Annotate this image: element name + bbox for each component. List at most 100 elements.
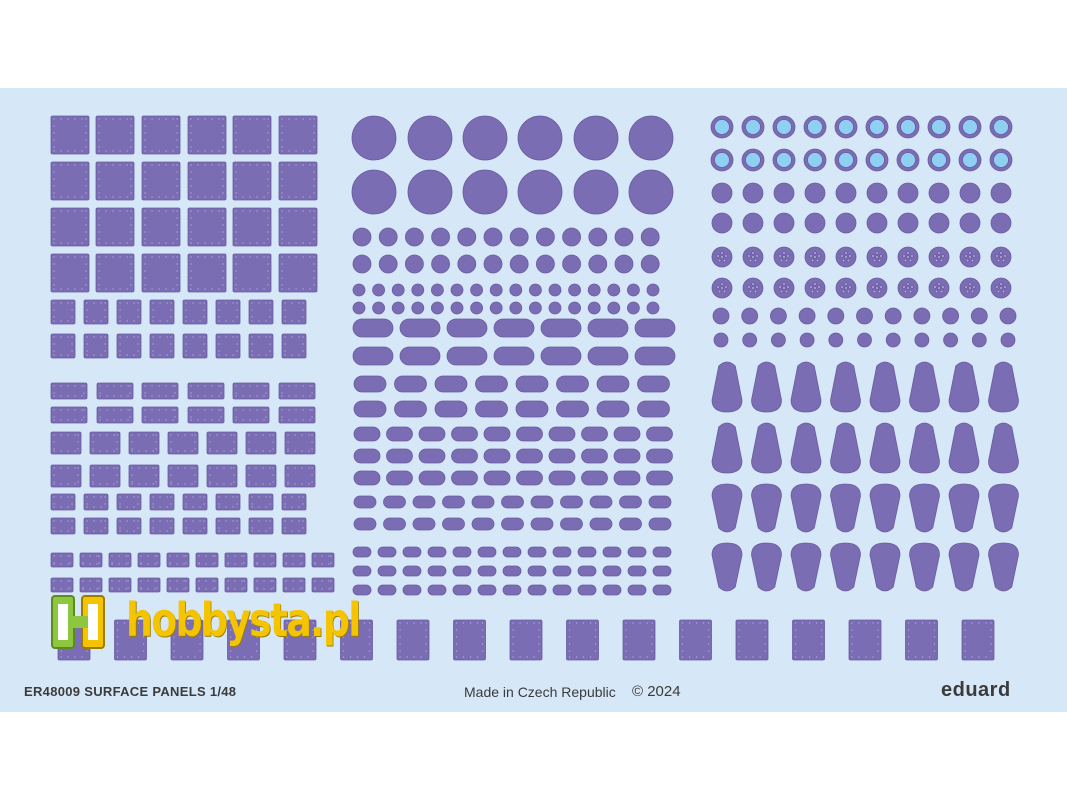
rect-panel-small [248,517,274,535]
square-panel [95,115,135,155]
round-panel-medium [509,254,529,274]
lens-glass [745,119,761,135]
vent-hole [970,289,975,294]
round-panel-right [866,212,888,234]
teardrop-panel [751,422,782,474]
lens-glass [714,119,730,135]
teardrop-panel [830,483,861,533]
rect-panel-medium-rivets [170,467,196,485]
bottom-square-panel-rivets [173,622,201,658]
rect-panel-small [50,517,76,535]
round-panel-small-right [942,307,959,325]
round-panel-small-right [856,307,873,325]
rect-panel [141,382,179,400]
oval-panel-mini [477,546,497,558]
bottom-square-panel [114,619,147,661]
vent-hole [879,285,883,289]
rect-panel-small-rivets [185,520,205,532]
vent-hole [1003,254,1007,258]
vent-hole [872,258,877,263]
small-square-panel [50,299,76,325]
square-panel [187,115,227,155]
vent-hole [933,285,937,289]
square-panel [141,161,181,201]
vent-hole [815,289,820,294]
vent-hole [903,258,908,263]
lens-glass [869,119,885,135]
rect-panel-small-rivets [284,496,304,508]
rect-panel-tiny [108,552,132,568]
round-panel-small [470,301,484,315]
square-panel [50,207,90,247]
round-panel-small-right [999,307,1017,325]
rect-panel-tiny [224,552,248,568]
vent-hole [999,255,1003,259]
rect-panel-medium [128,464,160,488]
small-square-panel [149,299,175,325]
round-panel-right [835,212,857,234]
oval-panel-mini [602,565,622,577]
oval-panel [587,318,629,338]
vent-hole [934,258,939,263]
oval-panel-small [548,426,576,442]
vent-hole [753,289,758,294]
vent-hole [999,286,1003,290]
square-panel [95,161,135,201]
lens-glass [900,152,916,168]
round-panel-small [627,283,640,297]
round-panel-tiny-right [885,332,901,348]
round-panel-small-right [970,307,988,325]
oval-panel-small [451,426,478,442]
round-panel-large [462,115,508,161]
oval-panel-mini [527,584,547,596]
vent-hole [846,258,851,263]
rect-panel-medium-rivets [209,434,235,452]
round-panel-large [628,115,674,161]
rect-panel-tiny [311,552,335,568]
teardrop-panel [988,361,1019,413]
vent-hole [848,254,852,258]
lens-glass [807,152,823,168]
watermark-logo: hobbysta.pl [48,588,361,662]
rect-panel-medium [50,431,82,455]
oval-panel-mini [377,565,397,577]
small-square-panel-rivets [251,336,271,356]
oval-panel-mini [627,546,647,558]
rect-panel-tiny [79,552,103,568]
small-square-panel [50,333,76,359]
round-panel-right [990,182,1012,204]
made-in-label: Made in Czech Republic [464,684,616,700]
rect-panel-small [50,493,76,511]
vent-hole [747,285,751,289]
bottom-square-panel-rivets [286,622,314,658]
oval-panel-medium [637,400,670,418]
rect-panel [187,382,225,400]
small-square-panel [182,299,208,325]
oval-panel-medium [515,375,549,393]
vent-hole [941,285,945,289]
oval-panel [634,318,676,338]
rect-panel-tiny [195,577,219,593]
vent-hole [968,251,972,255]
teardrop-panel [988,483,1019,533]
product-code-title: ER48009 SURFACE PANELS 1/48 [24,684,237,699]
round-panel-small [548,301,562,315]
oval-panel-mini [452,546,472,558]
square-panel-rivets [235,118,269,152]
oval-panel-small [451,448,478,464]
oval-panel-medium [556,375,589,393]
rect-panel-tiny [282,552,306,568]
round-panel-small [568,301,581,315]
square-panel [232,207,272,247]
vent-hole [906,282,910,286]
rect-panel-medium-rivets [170,434,196,452]
round-panel-medium [640,254,660,274]
vent-hole [939,258,944,263]
vent-hole [810,258,815,263]
round-panel-medium [431,254,451,274]
square-panel-rivets [281,210,315,244]
bottom-square-panel-rivets [794,622,823,658]
oval-panel-small [581,470,608,486]
rect-panel-rivets [53,409,85,421]
vent-hole [996,258,1001,263]
